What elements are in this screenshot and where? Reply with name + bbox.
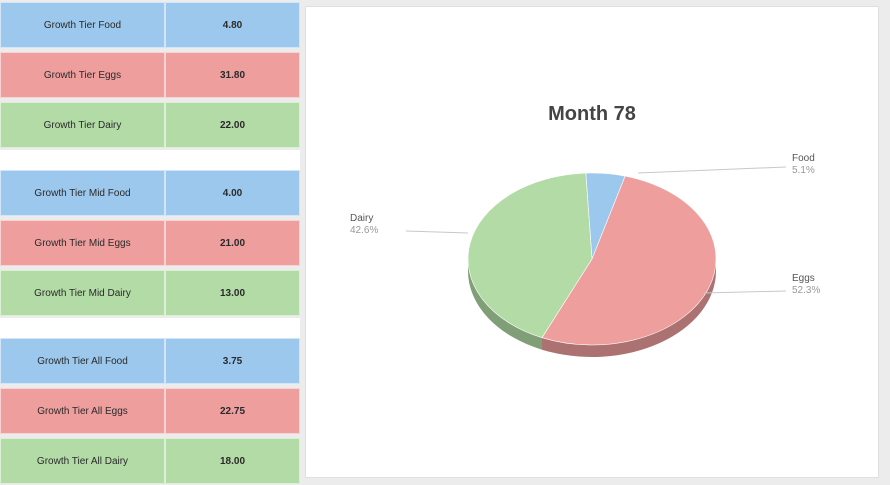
row-label: Growth Tier Eggs bbox=[0, 52, 165, 98]
leader-line-eggs bbox=[703, 290, 787, 294]
pie-slice-dairy bbox=[467, 172, 593, 339]
leader-line-dairy bbox=[405, 230, 469, 234]
row-label: Growth Tier Mid Dairy bbox=[0, 270, 165, 316]
row-label: Growth Tier All Dairy bbox=[0, 438, 165, 484]
table-row: Growth Tier All Dairy 18.00 bbox=[0, 438, 300, 484]
pie-side-dairy bbox=[468, 259, 543, 350]
row-label: Growth Tier All Eggs bbox=[0, 388, 165, 434]
table-row: Growth Tier Dairy 22.00 bbox=[0, 102, 300, 148]
slice-label-dairy: Dairy 42.6% bbox=[350, 213, 378, 237]
slice-label-dairy-pct: 42.6% bbox=[350, 225, 379, 236]
row-value: 4.00 bbox=[165, 170, 300, 216]
slice-label-eggs: Eggs 52.3% bbox=[792, 273, 820, 297]
row-value: 21.00 bbox=[165, 220, 300, 266]
row-value: 22.00 bbox=[165, 102, 300, 148]
row-value: 4.80 bbox=[165, 2, 300, 48]
row-label: Growth Tier Dairy bbox=[0, 102, 165, 148]
table-row: Growth Tier Food 4.80 bbox=[0, 2, 300, 48]
row-label: Growth Tier Mid Eggs bbox=[0, 220, 165, 266]
row-label: Growth Tier Mid Food bbox=[0, 170, 165, 216]
row-label: Growth Tier Food bbox=[0, 2, 165, 48]
slice-label-eggs-pct: 52.3% bbox=[792, 285, 821, 296]
row-label: Growth Tier All Food bbox=[0, 338, 165, 384]
pie-side-eggs bbox=[542, 259, 716, 358]
data-table: Growth Tier Food 4.80 Growth Tier Eggs 31.8… bbox=[0, 0, 300, 485]
table-row: Growth Tier All Eggs 22.75 bbox=[0, 388, 300, 434]
slice-label-food: Food 5.1% bbox=[792, 153, 815, 177]
table-row: Growth Tier All Food 3.75 bbox=[0, 338, 300, 384]
slice-label-eggs-name: Eggs bbox=[792, 273, 815, 284]
slice-label-food-name: Food bbox=[792, 153, 815, 164]
row-value: 22.75 bbox=[165, 388, 300, 434]
table-row: Growth Tier Mid Dairy 13.00 bbox=[0, 270, 300, 316]
group-separator bbox=[0, 150, 300, 170]
pie-slice-eggs bbox=[541, 175, 717, 346]
group-separator bbox=[0, 318, 300, 338]
row-value: 31.80 bbox=[165, 52, 300, 98]
table-row: Growth Tier Eggs 31.80 bbox=[0, 52, 300, 98]
row-value: 18.00 bbox=[165, 438, 300, 484]
chart-panel: Month 78 Food 5.1% Eggs 52.3% Dairy 42.6… bbox=[305, 6, 879, 478]
row-value: 3.75 bbox=[165, 338, 300, 384]
table-row: Growth Tier Mid Eggs 21.00 bbox=[0, 220, 300, 266]
pie-chart bbox=[405, 166, 787, 358]
slice-label-food-pct: 5.1% bbox=[792, 165, 815, 176]
slice-label-dairy-name: Dairy bbox=[350, 213, 374, 224]
chart-title: Month 78 bbox=[548, 103, 636, 125]
table-row: Growth Tier Mid Food 4.00 bbox=[0, 170, 300, 216]
leader-line-food bbox=[637, 166, 787, 174]
row-value: 13.00 bbox=[165, 270, 300, 316]
